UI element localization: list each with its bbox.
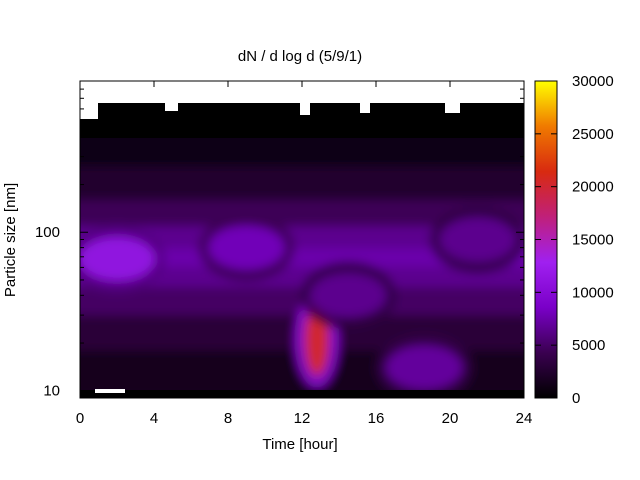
size-band xyxy=(80,133,524,167)
size-band xyxy=(80,267,524,288)
size-band xyxy=(80,225,524,248)
x-tick-label: 24 xyxy=(516,410,533,427)
chart-title: dN / d log d (5/9/1) xyxy=(238,48,362,65)
colorbar-tick-label: 25000 xyxy=(572,126,614,143)
colorbar-tick-label: 10000 xyxy=(572,284,614,301)
x-axis: 0 4 8 12 16 20 24 xyxy=(76,81,533,427)
colorbar-tick-label: 5000 xyxy=(572,337,605,354)
y-axis: 10 100 xyxy=(35,80,524,400)
feature-core xyxy=(310,273,387,318)
y-tick-label: 100 xyxy=(35,224,60,241)
size-band xyxy=(80,247,524,268)
no-data-gap xyxy=(360,103,370,113)
size-band xyxy=(80,166,524,200)
no-data-gap xyxy=(165,103,178,111)
x-tick-label: 0 xyxy=(76,410,84,427)
x-tick-label: 12 xyxy=(294,410,311,427)
no-data-gap xyxy=(95,389,125,393)
colorbar-tick-label: 20000 xyxy=(572,179,614,196)
colorbar: 0 5000 10000 15000 20000 25000 30000 xyxy=(534,73,614,407)
x-axis-label: Time [hour] xyxy=(262,436,337,453)
colorbar-tick-label: 0 xyxy=(572,390,580,407)
x-tick-label: 4 xyxy=(150,410,158,427)
no-data-gap xyxy=(80,103,98,119)
x-tick-label: 16 xyxy=(368,410,385,427)
y-axis-label: Particle size [nm] xyxy=(2,183,19,297)
colorbar-ticks: 0 5000 10000 15000 20000 25000 30000 xyxy=(535,73,614,407)
feature-core xyxy=(439,217,516,262)
no-data-top xyxy=(80,81,524,138)
feature-core xyxy=(80,236,155,281)
feature-core xyxy=(208,225,285,270)
no-data-gap xyxy=(300,103,310,115)
colorbar-tick-label: 30000 xyxy=(572,73,614,90)
colorbar-tick-label: 15000 xyxy=(572,232,614,249)
y-tick-label: 10 xyxy=(43,383,60,400)
x-tick-label: 20 xyxy=(442,410,459,427)
no-data-gap xyxy=(445,103,460,113)
heatmap-area xyxy=(80,81,524,398)
x-tick-label: 8 xyxy=(224,410,232,427)
feature-core xyxy=(386,345,463,390)
